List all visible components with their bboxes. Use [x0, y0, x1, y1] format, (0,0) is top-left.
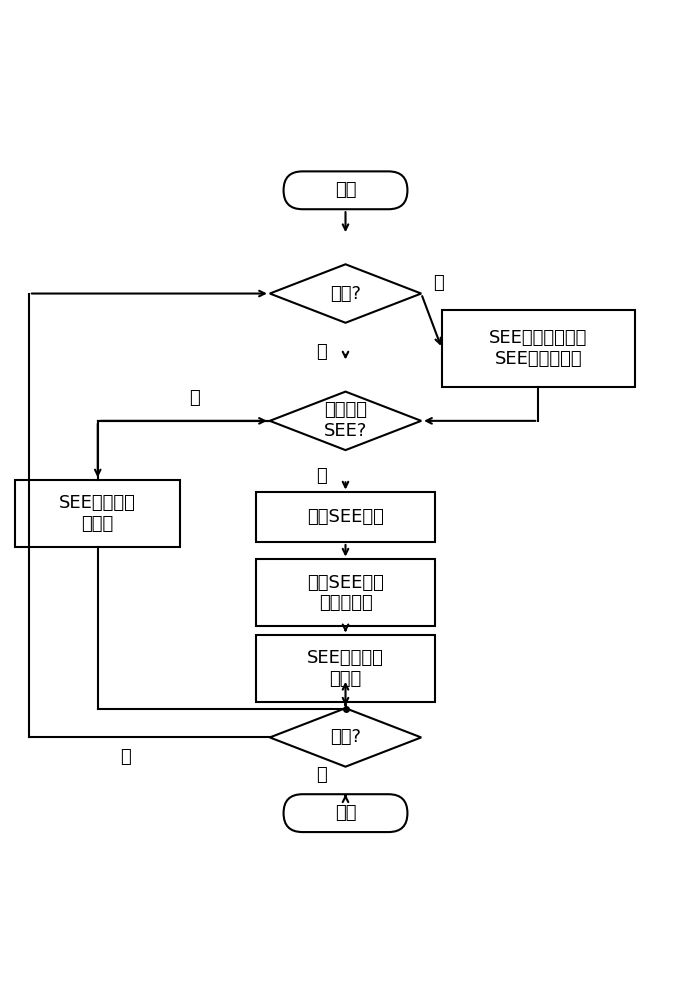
Text: SEE间隔计时器、
SEE计数器清零: SEE间隔计时器、 SEE计数器清零 [489, 329, 587, 368]
FancyBboxPatch shape [15, 480, 180, 547]
Text: 复位?: 复位? [330, 285, 361, 303]
Polygon shape [269, 392, 422, 450]
Text: 结束?: 结束? [330, 728, 361, 746]
Text: 是: 是 [316, 766, 327, 784]
FancyBboxPatch shape [256, 559, 435, 626]
Text: 否: 否 [120, 748, 131, 766]
FancyBboxPatch shape [442, 310, 634, 387]
Text: 结束: 结束 [334, 804, 357, 822]
Text: 开始: 开始 [334, 181, 357, 199]
FancyBboxPatch shape [256, 492, 435, 542]
Text: 是否发生
SEE?: 是否发生 SEE? [324, 401, 367, 440]
FancyBboxPatch shape [256, 635, 435, 702]
Text: 统计SEE个数: 统计SEE个数 [307, 508, 384, 526]
Text: SEE间隔计时
器清零: SEE间隔计时 器清零 [307, 649, 384, 688]
FancyBboxPatch shape [283, 171, 408, 209]
Text: 否: 否 [316, 343, 327, 361]
Text: 是: 是 [316, 467, 327, 485]
FancyBboxPatch shape [283, 794, 408, 832]
Text: SEE间隔计时
器计时: SEE间隔计时 器计时 [59, 494, 136, 533]
Text: 是: 是 [433, 274, 444, 292]
Polygon shape [269, 708, 422, 767]
Text: 缓存SEE间隔
计时器的值: 缓存SEE间隔 计时器的值 [307, 574, 384, 612]
Text: 否: 否 [189, 389, 200, 407]
Polygon shape [269, 264, 422, 323]
